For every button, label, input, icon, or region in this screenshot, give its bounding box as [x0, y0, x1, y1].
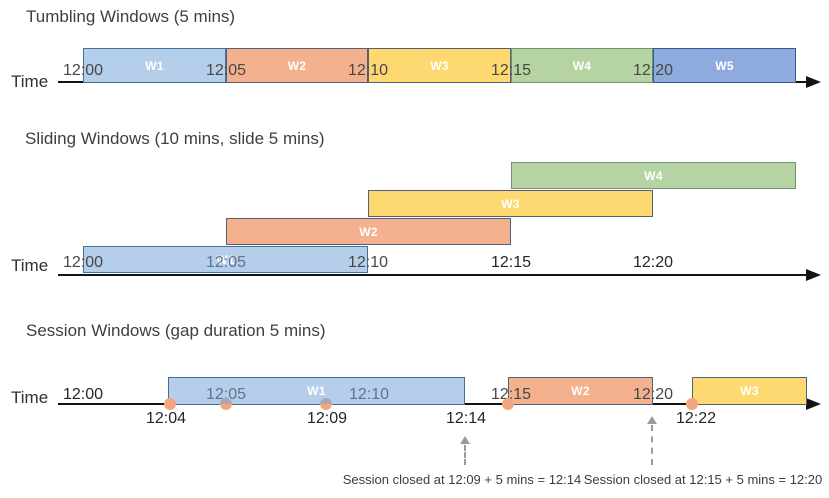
session-window-w2: W2 — [508, 377, 653, 405]
sliding-window-label-w2: W2 — [359, 224, 378, 239]
tumbling-time-axis-arrow-icon — [806, 76, 821, 88]
sliding-window-w2: W2 — [226, 218, 511, 245]
sliding-window-w4: W4 — [511, 162, 796, 189]
tumbling-tick-1200: 12:00 — [62, 62, 104, 79]
session-tick-1210: 12:10 — [348, 386, 390, 403]
tumbling-time-axis-label: Time — [11, 72, 49, 91]
session-dashed-arrow-line-0 — [464, 445, 466, 465]
session-event-time-1209: 12:09 — [306, 410, 348, 427]
sliding-window-w3: W3 — [368, 190, 653, 217]
sliding-time-axis-label: Time — [11, 256, 49, 275]
session-close-annotation-1: Session closed at 12:15 + 5 mins = 12:20 — [583, 472, 823, 487]
sliding-time-axis-line — [58, 274, 806, 276]
session-event-dot-1209 — [320, 398, 332, 410]
session-tick-1200: 12:00 — [62, 386, 104, 403]
session-event-dot-1205 — [220, 398, 232, 410]
session-event-time-1222: 12:22 — [675, 410, 717, 427]
tumbling-window-w2: W2 — [226, 48, 368, 83]
tumbling-window-w4: W4 — [511, 48, 653, 83]
tumbling-window-w3: W3 — [368, 48, 511, 83]
session-event-dot-1204 — [164, 398, 176, 410]
session-tick-1215: 12:15 — [490, 386, 532, 403]
session-tick-1205: 12:05 — [205, 386, 247, 403]
session-dashed-arrow-line-1 — [651, 425, 653, 465]
tumbling-tick-1205: 12:05 — [205, 62, 247, 79]
session-window-label-w1: W1 — [307, 384, 326, 398]
tumbling-window-label-w2: W2 — [287, 58, 307, 73]
sliding-section-title: Sliding Windows (10 mins, slide 5 mins) — [25, 129, 325, 148]
sliding-tick-1200: 12:00 — [62, 254, 104, 271]
tumbling-window-w5: W5 — [653, 48, 796, 83]
sliding-tick-1215: 12:15 — [490, 254, 532, 271]
session-window-w1: W1 — [168, 377, 465, 405]
session-window-w3: W3 — [692, 377, 807, 405]
tumbling-window-label-w4: W4 — [572, 58, 592, 73]
sliding-tick-1205: 12:05 — [205, 254, 247, 271]
tumbling-window-label-w3: W3 — [430, 58, 449, 73]
tumbling-window-label-w5: W5 — [715, 58, 734, 73]
tumbling-tick-1215: 12:15 — [490, 62, 532, 79]
session-dashed-up-arrow-icon-1 — [647, 416, 657, 424]
sliding-window-label-w3: W3 — [501, 196, 520, 211]
sliding-window-label-w4: W4 — [644, 168, 663, 183]
tumbling-window-w1: W1 — [83, 48, 226, 83]
session-dashed-up-arrow-icon-0 — [460, 436, 470, 444]
session-event-time-1214: 12:14 — [445, 410, 487, 427]
session-tick-1220: 12:20 — [632, 386, 674, 403]
tumbling-section-title: Tumbling Windows (5 mins) — [26, 7, 236, 26]
sliding-window-w1: W1 — [83, 246, 368, 273]
session-close-annotation-0: Session closed at 12:09 + 5 mins = 12:14 — [342, 472, 582, 487]
session-window-label-w3: W3 — [740, 384, 759, 398]
tumbling-tick-1210: 12:10 — [347, 62, 389, 79]
session-time-axis-label: Time — [11, 388, 49, 407]
session-time-axis-arrow-icon — [806, 398, 821, 410]
session-event-dot-1215 — [502, 398, 514, 410]
sliding-tick-1220: 12:20 — [632, 254, 674, 271]
session-event-dot-1222 — [686, 398, 698, 410]
session-event-time-1204: 12:04 — [145, 410, 187, 427]
sliding-tick-1210: 12:10 — [347, 254, 389, 271]
sliding-window-label-w1: W1 — [216, 252, 235, 267]
sliding-time-axis-arrow-icon — [806, 269, 821, 281]
session-section-title: Session Windows (gap duration 5 mins) — [26, 321, 326, 340]
tumbling-tick-1220: 12:20 — [632, 62, 674, 79]
tumbling-window-label-w1: W1 — [145, 58, 164, 73]
session-window-label-w2: W2 — [571, 384, 590, 398]
